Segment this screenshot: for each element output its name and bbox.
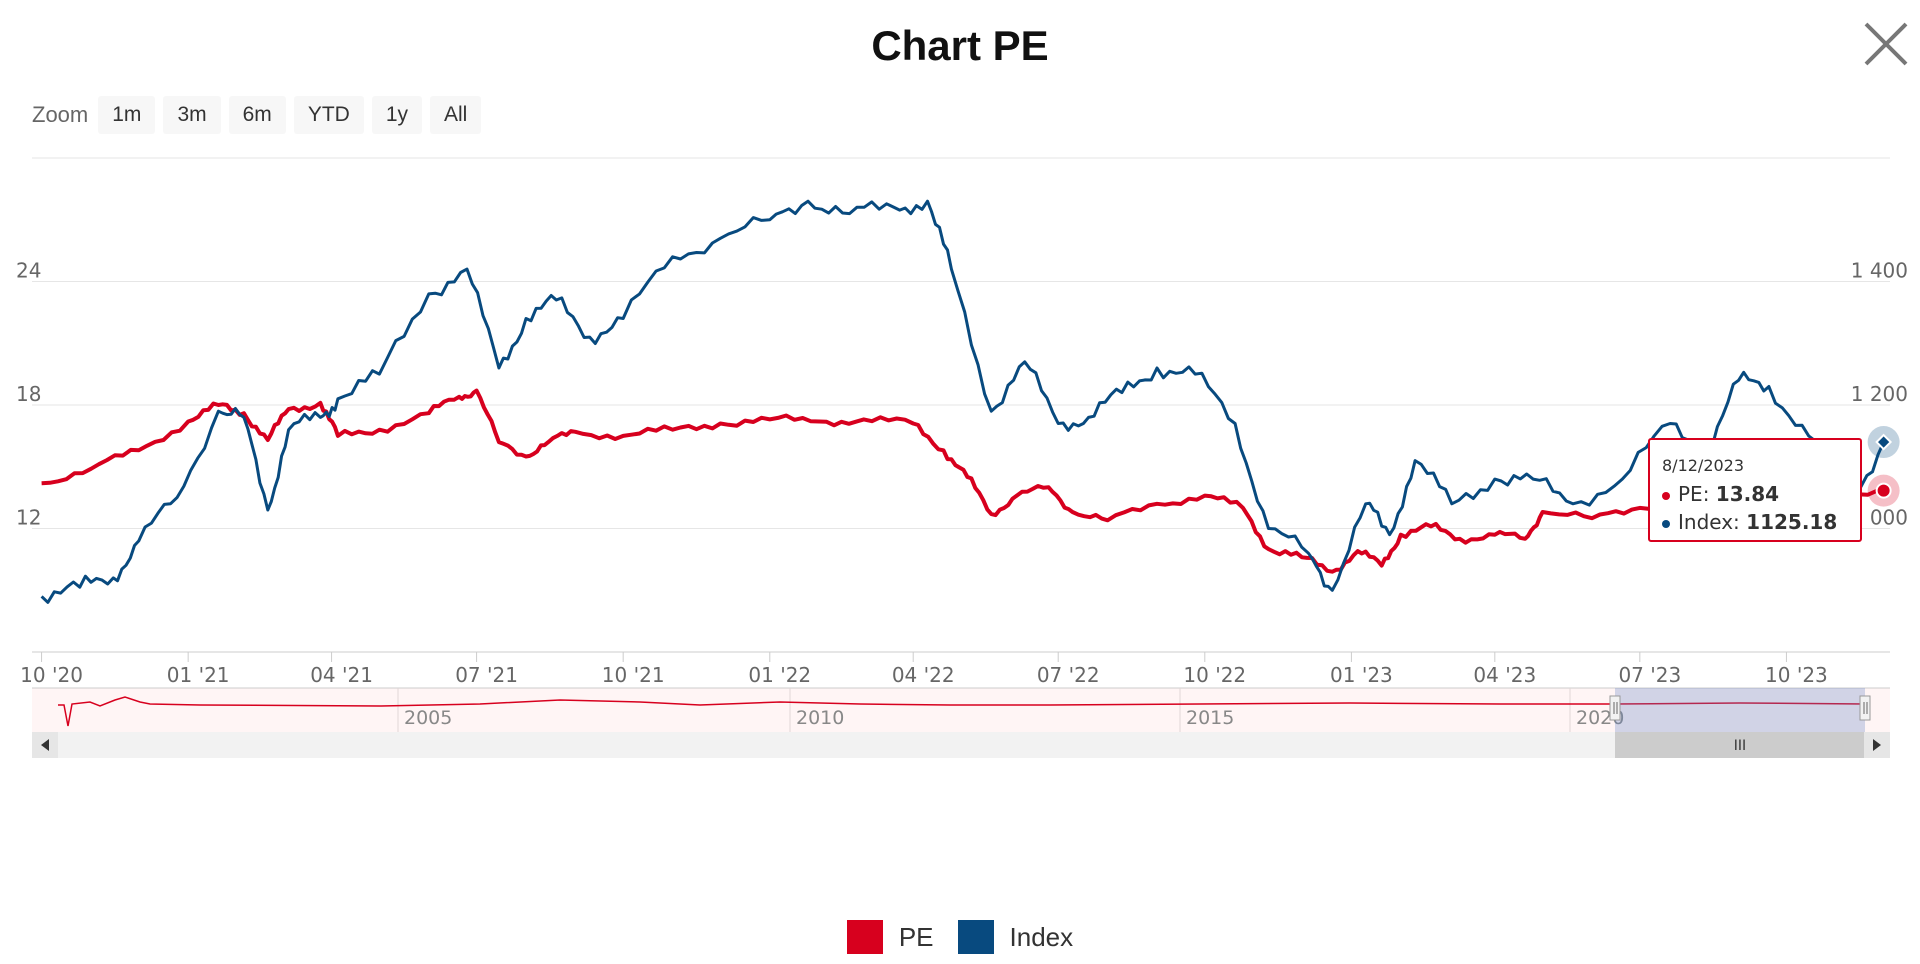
scrollbar-thumb[interactable] <box>1615 732 1865 758</box>
navigator-selection[interactable] <box>1615 688 1865 732</box>
x-tick-label: 04 '23 <box>1473 663 1536 687</box>
series-line-pe <box>41 388 1884 574</box>
pe-hover-marker <box>1875 482 1892 499</box>
x-tick-label: 10 '20 <box>20 663 83 687</box>
x-tick-label: 01 '22 <box>748 663 811 687</box>
navigator-series-line <box>58 696 1866 727</box>
x-tick-label: 07 '21 <box>455 663 518 687</box>
pe-swatch-icon <box>846 920 883 954</box>
tooltip-pe-value: 13.84 <box>1715 482 1780 506</box>
navigator-year-label: 2005 <box>404 707 452 729</box>
y-right-tick-label: 1 200 <box>1851 382 1908 406</box>
y-left-tick-label: 24 <box>16 259 41 283</box>
navigator-year-label: 2010 <box>796 707 844 729</box>
legend: PE Index <box>0 920 1920 954</box>
y-right-tick-label: 1 400 <box>1851 259 1908 283</box>
x-tick-label: 04 '21 <box>310 663 373 687</box>
tooltip-pe-row: PE: 13.84 <box>1662 482 1779 506</box>
navigator-handle-right[interactable] <box>1859 695 1871 721</box>
x-tick-label: 04 '22 <box>892 663 955 687</box>
hover-markers <box>1867 426 1900 507</box>
index-dot-icon <box>1662 519 1670 528</box>
legend-item-pe[interactable]: PE <box>846 920 934 954</box>
zoom-button-1y[interactable]: 1y <box>371 96 422 134</box>
tooltip-pe-label: PE: <box>1678 482 1710 506</box>
navigator[interactable]: 2005 2010 2015 2020 <box>32 687 1890 732</box>
x-tick-label: 10 '23 <box>1765 663 1828 687</box>
x-tick-label: 01 '23 <box>1330 663 1393 687</box>
x-tick-label: 10 '21 <box>602 663 665 687</box>
close-icon[interactable] <box>1862 20 1910 68</box>
zoom-button-3m[interactable]: 3m <box>163 96 221 134</box>
legend-label-index: Index <box>1009 921 1074 952</box>
legend-label-pe: PE <box>898 921 934 952</box>
scrollbar[interactable]: III <box>32 732 1890 758</box>
grid <box>32 157 1890 529</box>
tooltip: 8/12/2023 PE: 13.84 Index: 1125.18 <box>1648 438 1862 542</box>
zoom-button-6m[interactable]: 6m <box>228 96 286 134</box>
index-swatch-icon <box>957 920 994 954</box>
tooltip-index-row: Index: 1125.18 <box>1662 510 1837 534</box>
x-tick-label: 07 '23 <box>1618 663 1681 687</box>
y-left-tick-label: 18 <box>16 382 41 406</box>
navigator-year-label: 2015 <box>1186 707 1234 729</box>
page-title: Chart PE <box>871 22 1049 69</box>
legend-item-index[interactable]: Index <box>957 920 1074 954</box>
zoom-label: Zoom <box>32 102 89 127</box>
scrollbar-grip: III <box>1734 738 1746 754</box>
zoom-button-ytd[interactable]: YTD <box>293 96 364 134</box>
zoom-bar: Zoom 1m 3m 6m YTD 1y All <box>32 96 489 134</box>
zoom-button-all[interactable]: All <box>430 96 482 134</box>
zoom-button-1m[interactable]: 1m <box>98 96 156 134</box>
x-tick-label: 07 '22 <box>1037 663 1100 687</box>
x-tick-label: 01 '21 <box>167 663 230 687</box>
series-line-index <box>40 199 1885 604</box>
index-hover-marker <box>1875 433 1893 451</box>
y-left-tick-label: 12 <box>16 506 41 530</box>
arrow-left-icon <box>41 739 49 751</box>
scrollbar-track <box>32 732 1890 758</box>
navigator-background <box>32 688 1890 732</box>
navigator-handle-left[interactable] <box>1609 695 1621 721</box>
x-tick-label: 10 '22 <box>1183 663 1246 687</box>
tooltip-index-value: 1125.18 <box>1746 510 1838 534</box>
tooltip-index-label: Index: <box>1678 510 1740 534</box>
tooltip-date: 8/12/2023 <box>1662 456 1745 475</box>
series <box>40 199 1885 604</box>
arrow-right-icon <box>1873 739 1881 751</box>
navigator-year-labels: 2005 2010 2015 2020 <box>397 688 1624 732</box>
pe-dot-icon <box>1662 491 1670 500</box>
